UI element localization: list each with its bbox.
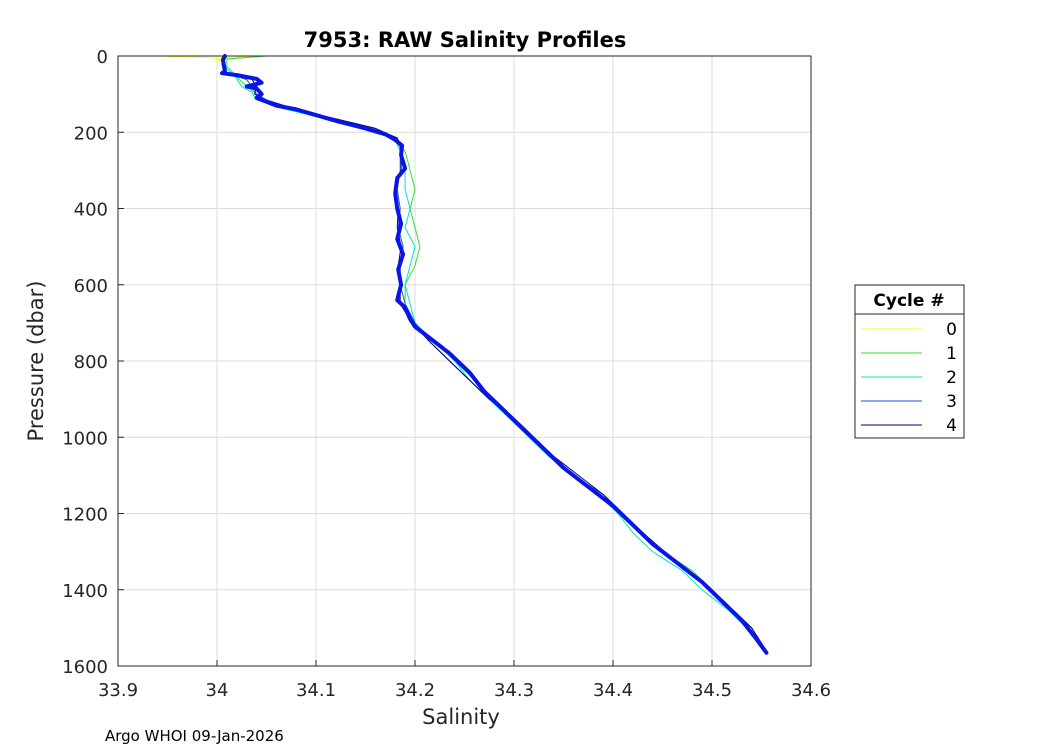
legend-label-cycle-3: 3: [946, 392, 957, 412]
legend-label-cycle-0: 0: [946, 320, 957, 340]
x-tick-label: 34.3: [494, 680, 534, 701]
chart-title: 7953: RAW Salinity Profiles: [304, 28, 627, 52]
x-tick-label: 34.4: [593, 680, 633, 701]
legend-items: 0 1 2 3 4: [861, 320, 957, 436]
y-tick-label: 1400: [62, 581, 108, 602]
legend-label-cycle-2: 2: [946, 368, 957, 388]
legend-box: [854, 284, 965, 439]
x-tick-label: 34.2: [395, 680, 435, 701]
series-layer: [157, 54, 769, 655]
x-tick-label: 33.9: [98, 680, 138, 701]
legend-title: Cycle #: [873, 291, 944, 311]
x-tick-label: 34: [206, 680, 229, 701]
legend-label-cycle-1: 1: [946, 344, 957, 364]
x-tick-label: 34.1: [296, 680, 336, 701]
legend-label-cycle-4: 4: [946, 416, 957, 436]
y-tick-label: 400: [74, 200, 108, 221]
x-tick-label: 34.5: [692, 680, 732, 701]
y-tick-label: 200: [74, 123, 108, 144]
series-line-latest-profile: [220, 54, 769, 655]
x-axis-label: Salinity: [422, 705, 500, 729]
y-tick-label: 800: [74, 352, 108, 373]
y-tick-label: 600: [74, 276, 108, 297]
x-tick-label: 34.6: [791, 680, 831, 701]
x-axis: 33.9 34 34.1 34.2 34.3 34.4 34.5 34.6: [98, 660, 831, 701]
y-tick-label: 1000: [62, 428, 108, 449]
y-axis: 0 200 400 600 800 1000 1200 1400 1600: [62, 47, 124, 678]
y-tick-label: 1600: [62, 657, 108, 678]
y-tick-label: 0: [97, 47, 108, 68]
footer-credit: Argo WHOI 09-Jan-2026: [105, 727, 284, 745]
legend: Cycle # 0 1 2 3 4: [854, 284, 965, 439]
y-tick-label: 1200: [62, 505, 108, 526]
y-axis-label: Pressure (dbar): [24, 281, 48, 442]
